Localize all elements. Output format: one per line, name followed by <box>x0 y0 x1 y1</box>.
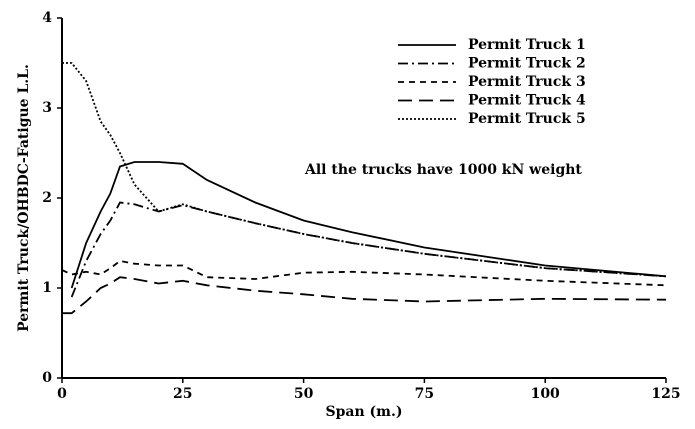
series-line <box>61 260 667 287</box>
series-line <box>70 161 667 289</box>
series-line <box>70 201 667 298</box>
legend-label: Permit Truck 3 <box>468 74 586 90</box>
x-tick-label: 125 <box>651 386 680 402</box>
y-axis-label: Permit Truck/OHBDC-Fatigue L.L. <box>16 64 32 332</box>
legend-label: Permit Truck 2 <box>468 56 586 72</box>
legend-label: Permit Truck 4 <box>468 93 586 109</box>
annotation: All the trucks have 1000 kN weight <box>304 162 582 178</box>
x-tick-label: 75 <box>415 386 434 402</box>
legend-label: Permit Truck 1 <box>468 37 586 53</box>
x-tick-label: 25 <box>173 386 192 402</box>
x-tick-label: 0 <box>57 386 67 402</box>
x-axis-label: Span (m.) <box>326 404 403 420</box>
y-tick-label: 1 <box>42 280 52 296</box>
y-tick-label: 4 <box>42 10 52 26</box>
series-line <box>62 276 667 315</box>
x-tick-label: 50 <box>294 386 314 402</box>
x-tick-label: 100 <box>531 386 560 402</box>
series-line <box>62 62 667 278</box>
y-tick-label: 0 <box>42 370 52 386</box>
legend-label: Permit Truck 5 <box>468 111 586 127</box>
y-tick-label: 2 <box>42 190 52 206</box>
y-tick-label: 3 <box>42 100 52 116</box>
